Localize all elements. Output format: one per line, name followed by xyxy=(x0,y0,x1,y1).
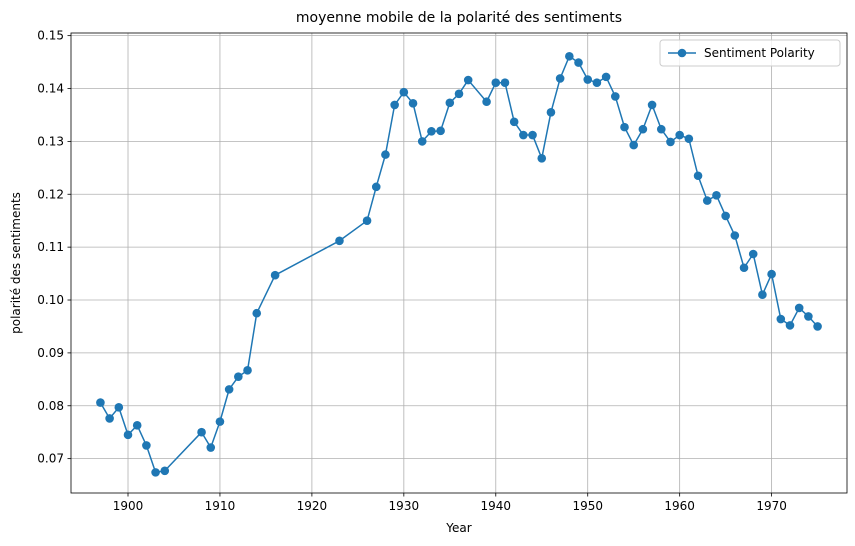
data-point xyxy=(629,140,638,150)
data-point xyxy=(565,51,574,61)
data-point xyxy=(381,150,390,159)
x-axis-label: Year xyxy=(445,521,471,535)
y-tick-label: 0.11 xyxy=(37,240,64,254)
data-point xyxy=(417,137,427,146)
chart-title: moyenne mobile de la polarité des sentim… xyxy=(296,10,622,26)
data-point xyxy=(270,270,280,280)
data-point xyxy=(666,137,675,147)
data-point xyxy=(436,126,445,136)
data-point xyxy=(794,303,804,313)
data-point xyxy=(712,191,721,200)
data-point xyxy=(537,154,547,163)
data-point xyxy=(142,441,151,450)
x-tick-label: 1940 xyxy=(481,499,512,513)
x-tick-label: 1930 xyxy=(389,499,420,513)
data-point xyxy=(656,124,666,134)
x-tick-label: 1910 xyxy=(205,499,236,513)
data-point xyxy=(528,130,537,140)
data-point xyxy=(463,75,473,85)
data-point xyxy=(151,468,160,477)
data-point xyxy=(206,443,216,452)
y-tick-label: 0.07 xyxy=(37,452,64,466)
data-point xyxy=(114,403,124,412)
data-point xyxy=(721,211,730,221)
data-point xyxy=(197,427,206,437)
y-tick-label: 0.09 xyxy=(37,346,64,360)
grid xyxy=(71,33,847,493)
y-tick-label: 0.10 xyxy=(37,293,64,307)
data-point xyxy=(234,372,243,381)
data-point xyxy=(804,312,813,321)
data-point xyxy=(132,421,142,430)
plot-frame xyxy=(70,32,848,494)
data-point xyxy=(399,87,409,97)
data-point xyxy=(638,124,648,134)
x-tick-label: 1960 xyxy=(664,499,695,513)
data-point xyxy=(519,130,528,140)
data-point xyxy=(335,236,344,246)
data-point xyxy=(620,122,629,132)
data-point xyxy=(427,127,436,136)
data-point xyxy=(684,134,694,144)
data-point xyxy=(482,97,491,107)
y-tick-label: 0.08 xyxy=(37,399,64,413)
y-tick-label: 0.13 xyxy=(37,134,64,148)
data-point xyxy=(592,78,602,88)
y-tick-label: 0.12 xyxy=(37,187,64,201)
data-point xyxy=(555,74,565,83)
data-point xyxy=(362,216,372,226)
data-point xyxy=(454,89,464,99)
data-point xyxy=(546,108,556,117)
data-point xyxy=(224,385,234,394)
data-point xyxy=(491,78,501,88)
legend-box xyxy=(659,39,841,67)
data-point xyxy=(647,100,657,110)
data-point xyxy=(390,100,399,110)
data-point xyxy=(748,249,758,259)
data-point xyxy=(408,99,418,108)
ticks: 1900 1910 1920 1930 1940 1950 1960 1970 0.07 0.08… xyxy=(37,29,787,513)
data-point xyxy=(730,231,740,240)
legend-marker xyxy=(677,48,687,58)
series-layer xyxy=(96,51,822,477)
data-point xyxy=(785,321,795,330)
data-point xyxy=(611,92,620,101)
data-point xyxy=(574,58,583,67)
x-tick-label: 1920 xyxy=(297,499,328,513)
data-point xyxy=(739,263,749,273)
y-tick-label: 0.15 xyxy=(37,29,64,43)
data-point xyxy=(601,72,611,82)
data-point xyxy=(675,130,684,140)
y-tick-label: 0.14 xyxy=(37,82,64,96)
data-point xyxy=(583,75,593,84)
data-point xyxy=(445,98,455,108)
data-point xyxy=(702,196,712,205)
data-point xyxy=(215,417,225,426)
data-point xyxy=(371,182,381,192)
data-point xyxy=(776,314,786,324)
data-point xyxy=(509,117,519,127)
data-point xyxy=(767,269,776,279)
data-point xyxy=(500,78,510,88)
data-point xyxy=(123,430,133,440)
data-point xyxy=(96,398,105,407)
x-tick-label: 1900 xyxy=(113,499,144,513)
legend-label: Sentiment Polarity xyxy=(704,46,815,60)
data-point xyxy=(758,290,767,300)
x-tick-label: 1950 xyxy=(572,499,603,513)
y-axis-label: polarité des sentiments xyxy=(9,192,23,334)
legend: Sentiment Polarity xyxy=(659,39,841,67)
data-point xyxy=(813,322,822,331)
data-point xyxy=(105,414,114,423)
data-point xyxy=(252,308,262,318)
data-point xyxy=(693,171,703,181)
data-point xyxy=(160,466,170,476)
data-point xyxy=(243,366,252,375)
x-tick-label: 1970 xyxy=(756,499,787,513)
